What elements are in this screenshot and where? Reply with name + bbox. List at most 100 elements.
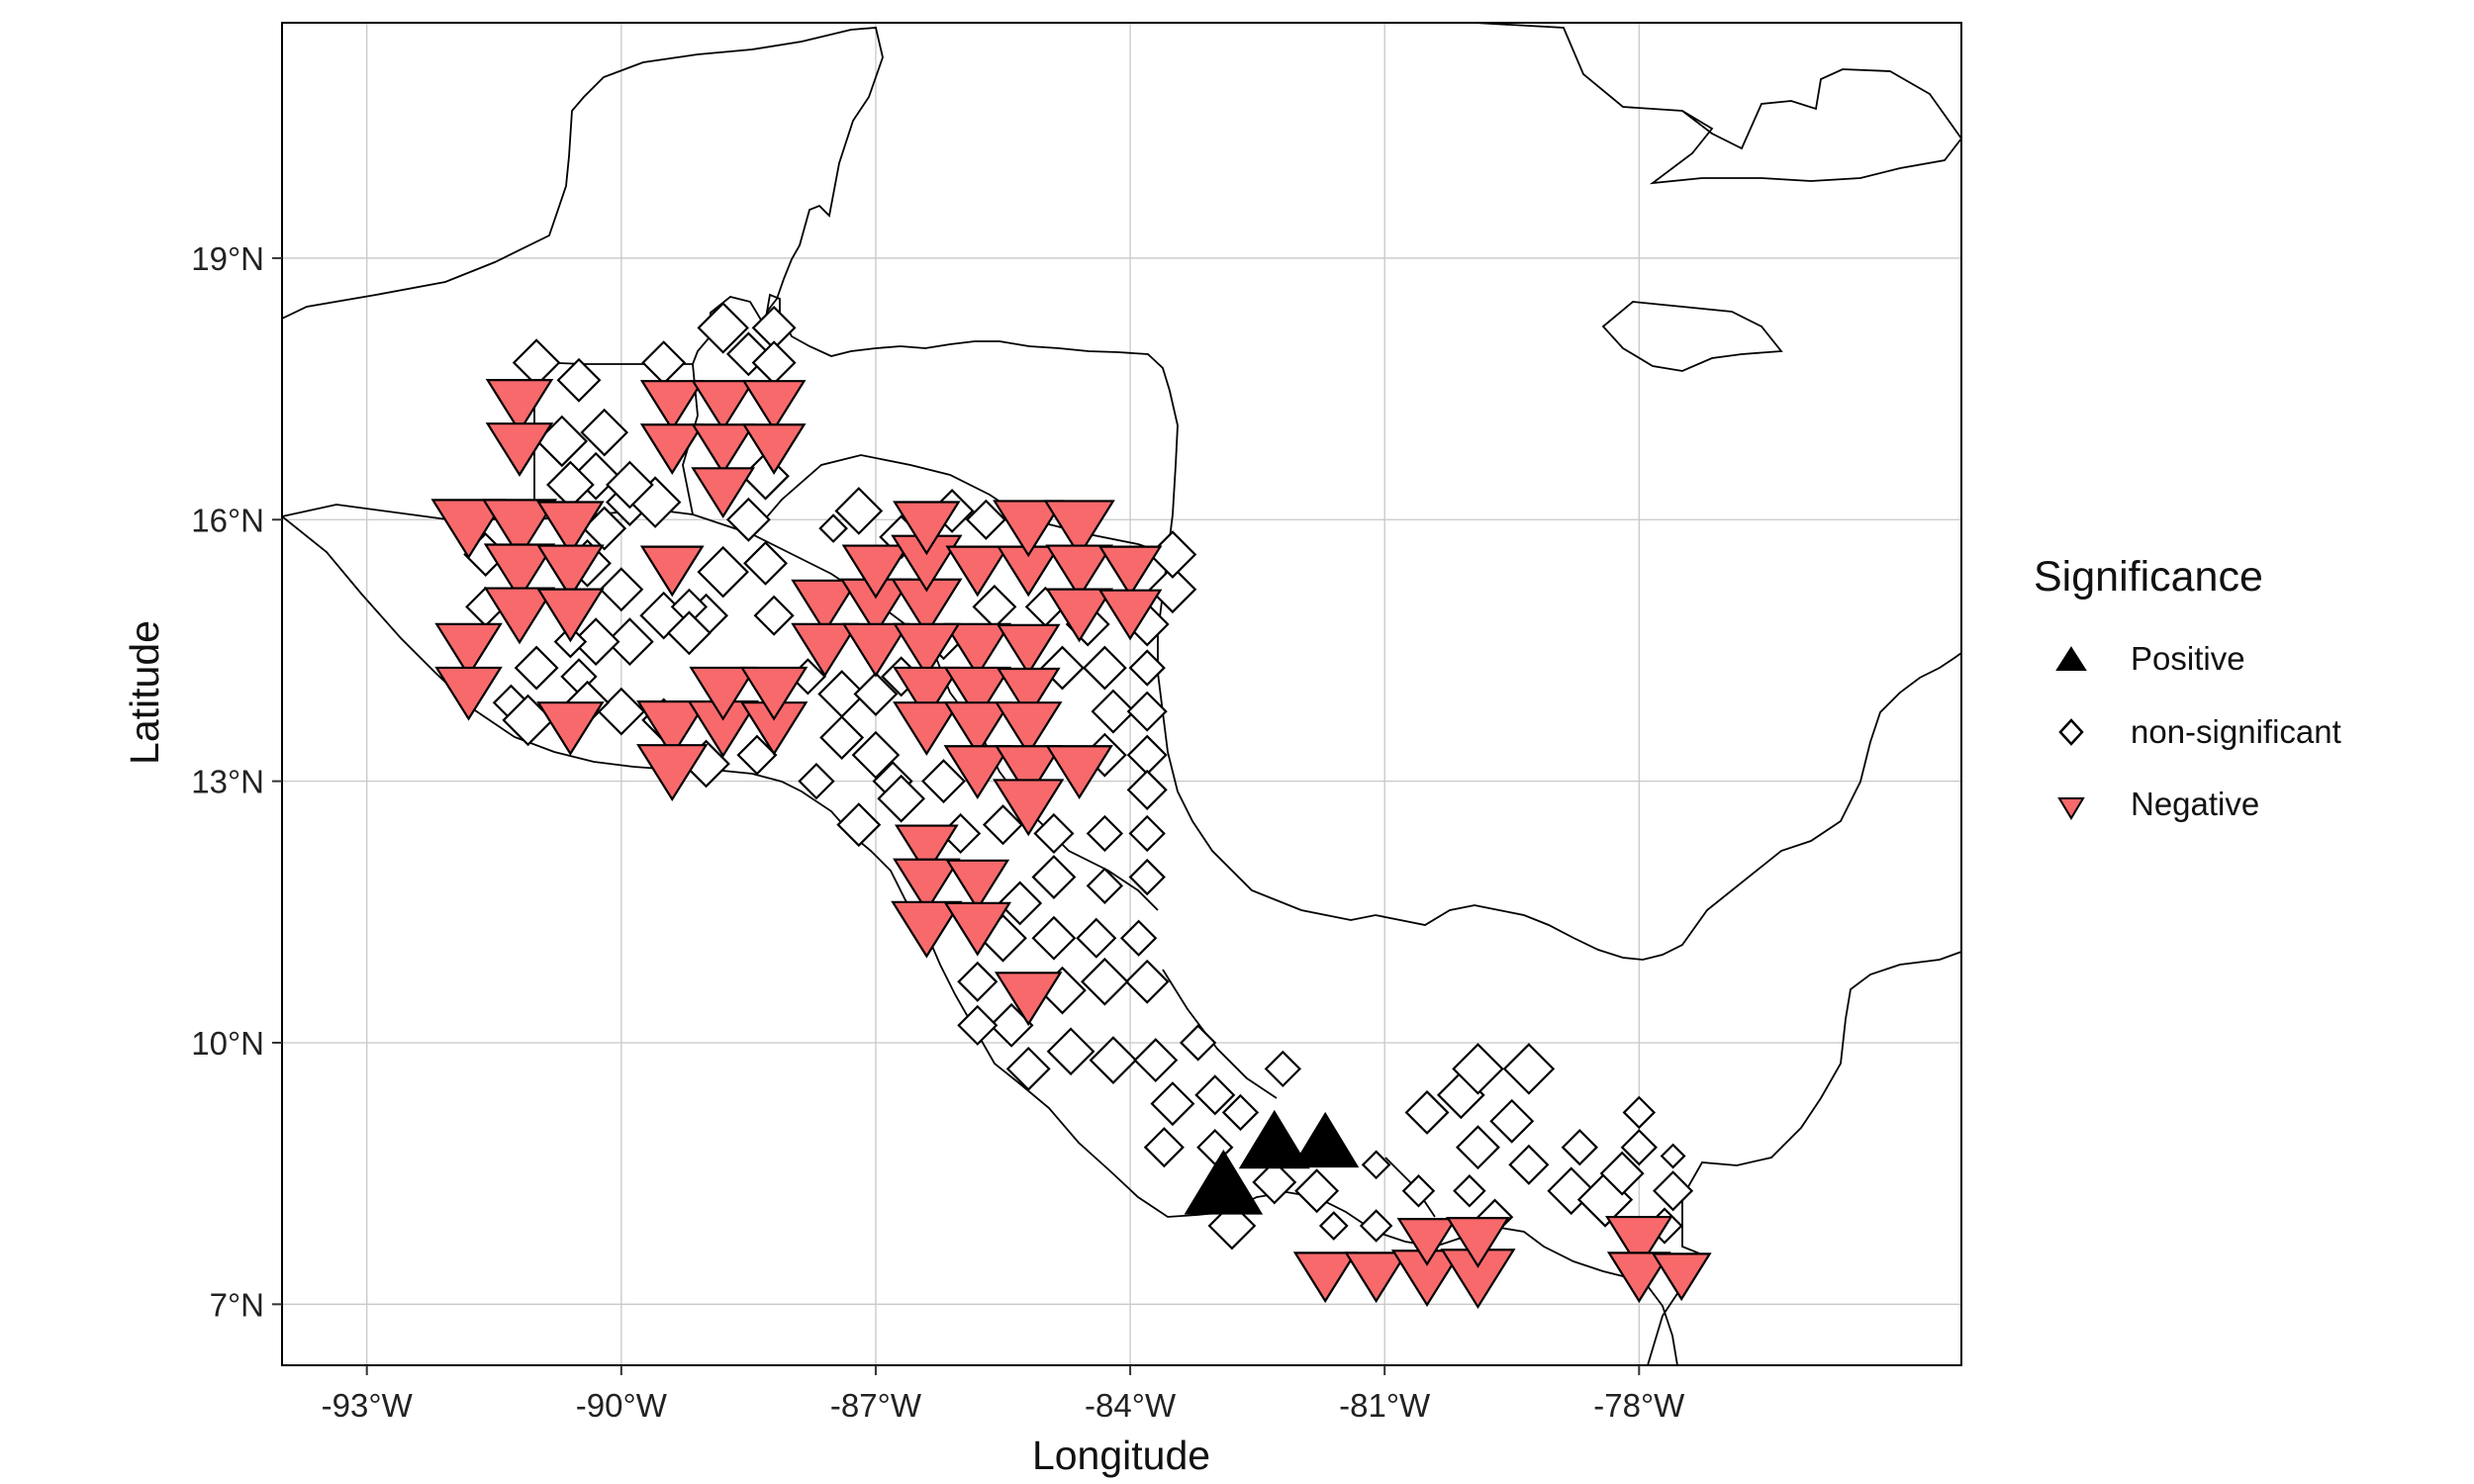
y-tick-label: 10°N [191, 1025, 264, 1062]
point-negative [639, 423, 705, 475]
point-negative [1606, 1252, 1671, 1304]
point-non-significant [998, 881, 1043, 926]
y-tick-label: 16°N [191, 502, 264, 538]
point-non-significant [580, 408, 629, 457]
point-negative [996, 667, 1061, 719]
point-negative [739, 666, 809, 721]
point-non-significant [606, 617, 654, 666]
point-non-significant [1361, 1150, 1391, 1180]
point-non-significant [957, 1004, 999, 1046]
point-negative [1605, 1215, 1673, 1270]
point-negative [993, 500, 1065, 558]
point-non-significant [1401, 1174, 1436, 1208]
y-tick-label: 13°N [191, 764, 264, 800]
point-non-significant [1046, 1027, 1095, 1076]
point-negative [483, 587, 556, 645]
point-negative [536, 501, 605, 556]
point-negative [1396, 1218, 1458, 1266]
point-non-significant [1031, 915, 1077, 961]
point-non-significant [1221, 1093, 1260, 1132]
point-negative [691, 423, 756, 475]
x-axis-title: Longitude [1032, 1433, 1210, 1478]
point-non-significant [514, 645, 559, 691]
point-non-significant [853, 672, 899, 716]
point-negative [481, 499, 558, 560]
coastline-jamaica [1601, 301, 1783, 372]
coastline-pacific [282, 515, 1678, 1365]
point-non-significant [1452, 1043, 1504, 1095]
point-negative [943, 666, 1012, 721]
point-negative [1446, 1217, 1510, 1268]
point-negative [994, 972, 1063, 1027]
point-non-significant [1148, 530, 1197, 579]
point-negative [943, 622, 1012, 678]
point-non-significant [1404, 1090, 1450, 1135]
point-non-significant [666, 610, 712, 656]
legend-positive-icon [2055, 646, 2087, 671]
point-non-significant [1086, 867, 1124, 905]
point-negative [636, 700, 709, 758]
point-negative [943, 701, 1012, 756]
point-non-significant [1081, 957, 1129, 1006]
point-non-significant [1294, 1168, 1340, 1214]
point-non-significant [834, 487, 884, 535]
point-negative [741, 423, 807, 475]
point-negative [893, 701, 961, 756]
point-non-significant [1082, 645, 1127, 691]
point-non-significant [1622, 1095, 1657, 1130]
point-negative [893, 666, 961, 721]
point-non-significant [1126, 691, 1168, 732]
point-negative [536, 701, 605, 756]
point-negative [536, 588, 605, 643]
legend-negative-icon [2057, 797, 2085, 820]
point-non-significant [1194, 1074, 1236, 1116]
point-negative [894, 824, 959, 877]
point-negative [689, 666, 757, 721]
point-non-significant [599, 567, 644, 612]
point-negative [893, 622, 961, 678]
point-negative [893, 858, 961, 913]
x-tick-label: -87°W [830, 1387, 922, 1424]
point-non-significant [1031, 855, 1077, 900]
point-negative [893, 501, 961, 556]
x-tick-label: -81°W [1339, 1387, 1431, 1424]
point-non-significant [1005, 1046, 1051, 1091]
point-non-significant [1561, 1129, 1598, 1166]
legend-title: Significance [2034, 553, 2263, 601]
coastline-south-america [1647, 951, 1961, 1365]
point-non-significant [1599, 1151, 1645, 1196]
point-negative [483, 543, 556, 602]
coastline-yucatan [282, 27, 884, 520]
coastline-cuba [1474, 23, 1961, 185]
point-non-significant [1126, 769, 1168, 810]
point-non-significant [641, 340, 687, 386]
coastline-caribbean [779, 314, 1961, 961]
point-negative [639, 545, 705, 598]
point-non-significant [725, 497, 771, 542]
point-negative [994, 745, 1063, 799]
point-non-significant [1264, 1050, 1301, 1088]
point-negative [891, 900, 963, 959]
point-positive [1291, 1111, 1360, 1168]
point-non-significant [851, 730, 901, 780]
point-non-significant [1089, 1036, 1138, 1084]
point-non-significant [1508, 1144, 1550, 1185]
point-negative [943, 745, 1012, 799]
point-non-significant [818, 513, 848, 543]
point-non-significant [1126, 734, 1168, 776]
point-negative [1344, 1252, 1409, 1304]
point-negative [485, 379, 554, 433]
point-negative [430, 499, 507, 560]
coastlines [282, 23, 1961, 1365]
point-negative [841, 544, 910, 600]
point-non-significant [1660, 1143, 1686, 1169]
y-axis-title: Latitude [122, 620, 167, 765]
point-non-significant [1148, 565, 1197, 614]
point-non-significant [1489, 1098, 1535, 1144]
point-non-significant [1653, 1170, 1694, 1212]
point-non-significant [512, 338, 561, 388]
point-non-significant [606, 460, 654, 510]
point-non-significant [957, 961, 999, 1002]
point-non-significant [819, 715, 865, 761]
